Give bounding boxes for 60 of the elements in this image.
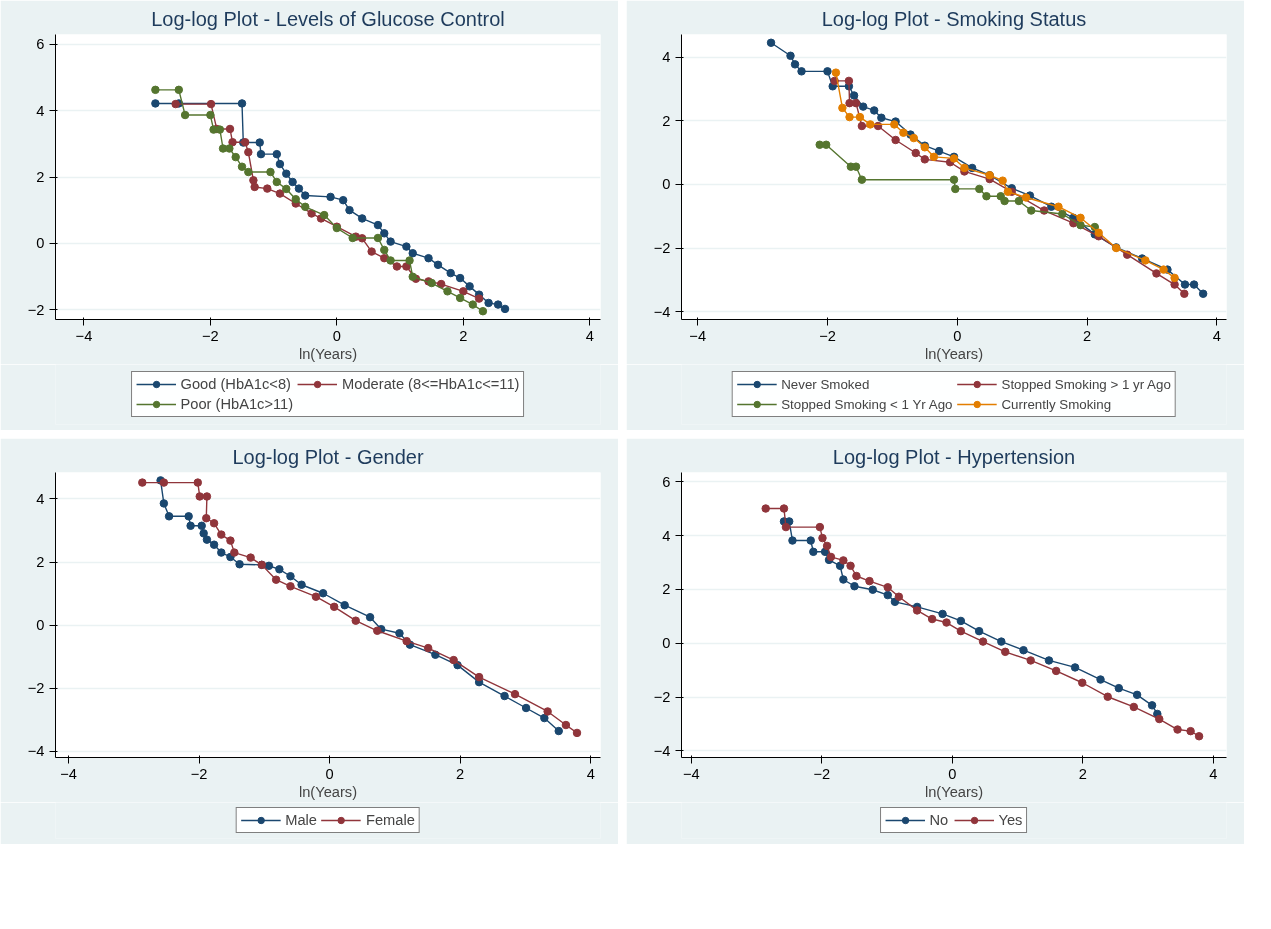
x-tick-label: 0 <box>948 765 957 782</box>
y-tick-label: 2 <box>36 169 45 185</box>
legend-label: Poor (HbA1c>11) <box>180 396 294 412</box>
y-tick-label: 0 <box>36 617 45 634</box>
y-tick-label: 2 <box>662 112 671 129</box>
y-tick-label: 4 <box>36 490 45 507</box>
legend-label: Moderate (8<=HbA1c<=11) <box>342 376 520 392</box>
y-tick-label: 2 <box>662 581 671 598</box>
chart-title: Log-log Plot - Hypertension <box>832 445 1076 468</box>
y-tick-label: 4 <box>662 527 671 544</box>
y-tick-label: −2 <box>653 689 671 705</box>
x-tick-label: −4 <box>682 765 700 782</box>
x-tick-label: −4 <box>75 327 93 344</box>
y-tick-label: 4 <box>662 49 671 66</box>
x-tick-label: 2 <box>459 327 468 344</box>
y-tick-label: 4 <box>36 102 45 119</box>
x-tick-label: −2 <box>202 327 219 344</box>
x-tick-label: −2 <box>813 765 831 782</box>
y-tick-label: 0 <box>662 635 671 652</box>
y-tick-label: −2 <box>653 240 671 257</box>
legend-label: Stopped Smoking > 1 yr Ago <box>1001 376 1171 392</box>
legend-label: Yes <box>998 812 1023 828</box>
x-tick-label: 0 <box>325 765 334 782</box>
y-tick-label: −4 <box>653 303 671 320</box>
legend-label: Good (HbA1c<8) <box>180 376 291 392</box>
x-tick-label: 4 <box>1212 327 1221 344</box>
y-tick-label: −4 <box>27 743 45 760</box>
y-tick-label: 6 <box>36 36 45 53</box>
x-tick-label: 0 <box>332 327 341 344</box>
legend-label: Female <box>365 812 415 828</box>
y-tick-label: 2 <box>36 554 45 571</box>
x-tick-label: 4 <box>585 327 594 344</box>
x-tick-label: 2 <box>1082 327 1092 344</box>
y-tick-label: 0 <box>36 235 45 252</box>
legend-label: Stopped Smoking < 1 Yr Ago <box>781 396 953 412</box>
legend-label: Currently Smoking <box>1001 396 1112 412</box>
x-tick-label: 0 <box>953 327 962 344</box>
x-tick-label: 2 <box>456 765 465 782</box>
x-tick-label: 4 <box>586 765 595 782</box>
x-axis-title: ln(Years) <box>298 783 358 800</box>
y-tick-label: 0 <box>662 176 671 193</box>
x-tick-label: −4 <box>689 327 707 344</box>
chart-title: Log-log Plot - Gender <box>232 445 424 468</box>
y-tick-label: −4 <box>653 742 671 759</box>
y-tick-label: −2 <box>27 680 45 697</box>
legend-label: No <box>929 812 950 828</box>
legend-label: Male <box>285 812 317 828</box>
x-axis-title: ln(Years) <box>924 783 984 800</box>
y-tick-label: −2 <box>27 301 45 318</box>
x-tick-label: −4 <box>60 765 77 782</box>
legend-label: Never Smoked <box>781 376 870 392</box>
x-axis-title: ln(Years) <box>924 345 984 362</box>
x-tick-label: 2 <box>1078 765 1087 782</box>
x-tick-label: −2 <box>190 765 208 782</box>
chart-title: Log-log Plot - Smoking Status <box>821 7 1087 30</box>
chart-title: Log-log Plot - Levels of Glucose Control <box>151 7 505 30</box>
x-tick-label: −2 <box>819 327 836 344</box>
y-tick-label: 6 <box>662 473 671 490</box>
x-axis-title: ln(Years) <box>298 345 358 362</box>
x-tick-label: 4 <box>1209 765 1218 782</box>
